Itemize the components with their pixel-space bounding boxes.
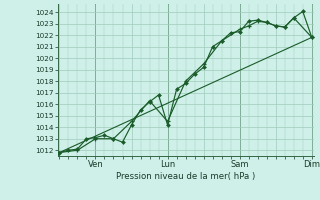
X-axis label: Pression niveau de la mer( hPa ): Pression niveau de la mer( hPa ) [116,172,255,181]
